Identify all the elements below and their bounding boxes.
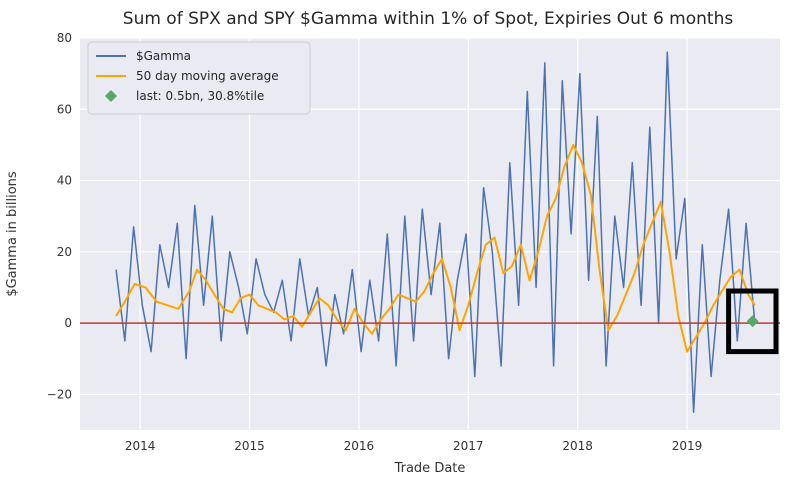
y-tick-label: 40 — [57, 174, 72, 188]
chart-title: Sum of SPX and SPY $Gamma within 1% of S… — [123, 9, 734, 29]
legend: $Gamma 50 day moving average last: 0.5bn… — [87, 41, 311, 115]
y-tick-label: 80 — [57, 31, 72, 45]
x-axis-ticks: 2014 2015 2016 2017 2018 2019 — [125, 439, 702, 453]
legend-label-gamma: $Gamma — [136, 49, 191, 63]
x-axis-label: Trade Date — [394, 461, 466, 476]
y-tick-label: −20 — [47, 387, 72, 401]
legend-label-moving-average: 50 day moving average — [136, 69, 279, 83]
x-tick-label: 2015 — [234, 439, 265, 453]
x-tick-label: 2018 — [562, 439, 593, 453]
annotations-group — [726, 288, 779, 355]
x-tick-label: 2014 — [125, 439, 156, 453]
legend-label-last: last: 0.5bn, 30.8%tile — [136, 89, 264, 103]
legend-swatch-last-marker — [105, 90, 117, 102]
gamma-series-line — [115, 51, 756, 413]
x-tick-label: 2016 — [344, 439, 375, 453]
x-tick-label: 2017 — [453, 439, 484, 453]
series-group — [80, 51, 780, 413]
highlight-box — [726, 288, 779, 355]
y-axis-ticks: −20 0 20 40 60 80 — [47, 31, 72, 401]
y-tick-label: 0 — [64, 316, 72, 330]
legend-box — [87, 41, 311, 115]
y-tick-label: 20 — [57, 245, 72, 259]
last-value-marker — [746, 315, 759, 328]
moving-average-line — [115, 143, 756, 353]
y-tick-label: 60 — [57, 102, 72, 116]
x-tick-label: 2019 — [672, 439, 703, 453]
y-axis-label: $Gamma in billions — [5, 171, 20, 297]
